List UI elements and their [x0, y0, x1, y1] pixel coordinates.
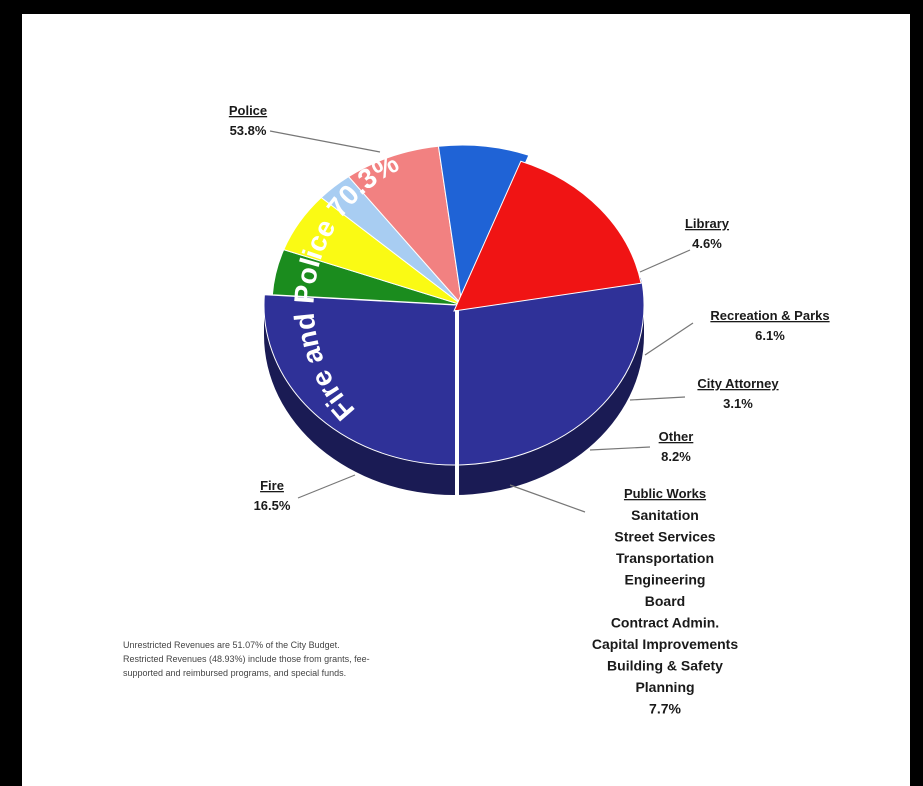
label-fire: Fire [260, 478, 284, 493]
leader-line-city-attorney [629, 396, 686, 401]
slice-public-works [437, 144, 530, 307]
slice-police [263, 276, 645, 466]
public-works-item: Board [645, 593, 685, 609]
leader-line-public-works [509, 484, 586, 513]
label-recreation-parks: Recreation & Parks [710, 308, 829, 323]
label-other: Other [659, 429, 694, 444]
footnote-line-3: supported and reimbursed programs, and s… [123, 668, 347, 678]
slice-side-police [264, 305, 644, 495]
public-works-item: Street Services [614, 529, 715, 545]
footnote: Unrestricted Revenues are 51.07% of the … [123, 638, 543, 680]
public-works-item: Planning [635, 679, 694, 695]
leader-line-fire [297, 474, 356, 499]
value-police: 53.8% [230, 123, 267, 138]
slice-fire [453, 160, 642, 312]
label-police: Police [229, 103, 267, 118]
public-works-item: Building & Safety [607, 658, 723, 674]
footnote-line-2: Restricted Revenues (48.93%) include tho… [123, 654, 370, 664]
leader-line-library [639, 249, 691, 273]
value-public-works: 7.7% [649, 701, 681, 717]
value-city-attorney: 3.1% [723, 396, 753, 411]
label-public-works: Public Works [624, 486, 706, 501]
slice-other [347, 145, 463, 307]
pie-top-layer [263, 144, 645, 466]
public-works-item: Sanitation [631, 507, 699, 523]
leader-line-other [589, 446, 651, 451]
slice-labels: Police 53.8% Library 4.6% Recreation & Parks… [229, 103, 830, 717]
public-works-item: Capital Improvements [592, 636, 738, 652]
value-library: 4.6% [692, 236, 722, 251]
value-recreation-parks: 6.1% [755, 328, 785, 343]
value-other: 8.2% [661, 449, 691, 464]
label-library: Library [685, 216, 730, 231]
footnote-line-1: Unrestricted Revenues are 51.07% of the … [123, 640, 340, 650]
leader-line-recreation-parks [644, 322, 694, 356]
public-works-item: Transportation [616, 550, 714, 566]
label-city-attorney: City Attorney [697, 376, 779, 391]
public-works-item: Contract Admin. [611, 615, 719, 631]
leader-line-police [269, 130, 381, 153]
public-works-item: Engineering [625, 572, 706, 588]
value-fire: 16.5% [254, 498, 291, 513]
pie-side-layer [264, 305, 644, 495]
